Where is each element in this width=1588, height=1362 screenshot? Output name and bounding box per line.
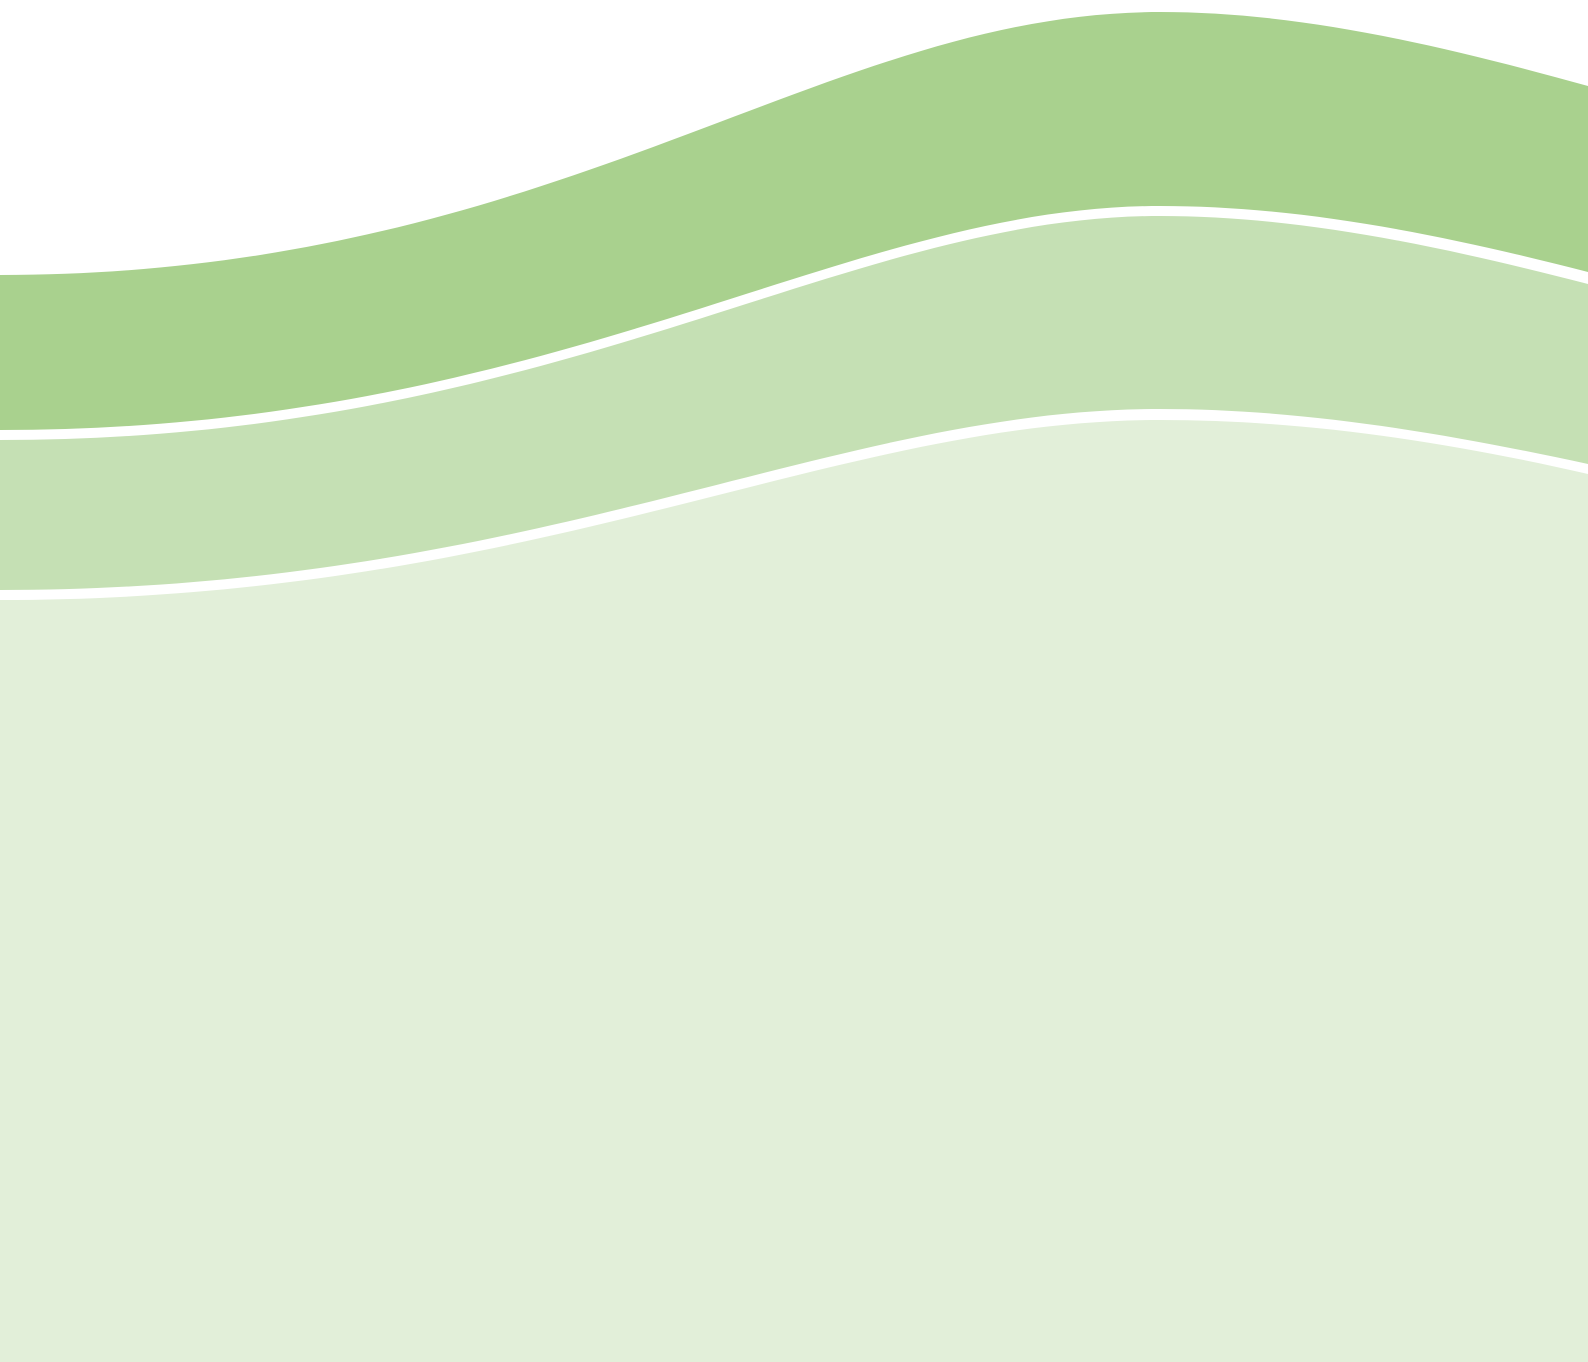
light-green-wave [0, 420, 1588, 1362]
dark-green-wave [0, 12, 1588, 430]
medium-green-wave [0, 216, 1588, 590]
